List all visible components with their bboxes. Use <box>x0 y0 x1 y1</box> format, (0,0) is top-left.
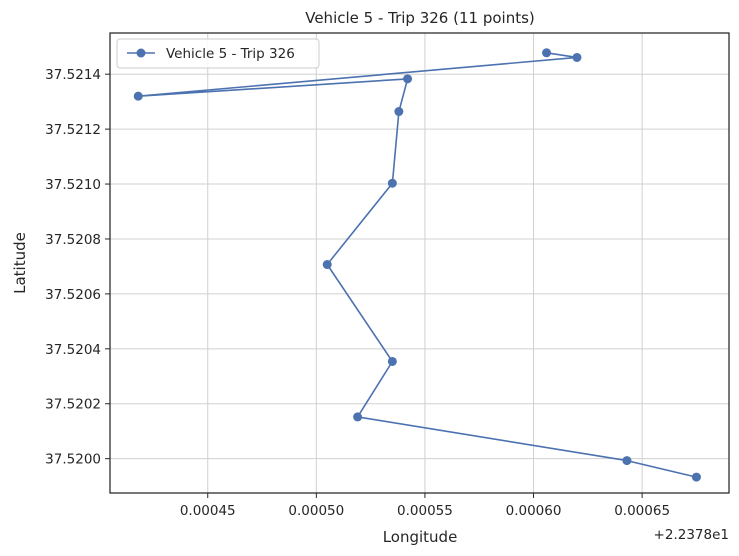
data-point <box>322 260 332 270</box>
x-tick-label: 0.00065 <box>614 503 670 519</box>
y-tick-label: 37.5202 <box>45 397 101 413</box>
y-tick-label: 37.5200 <box>45 452 101 468</box>
legend-label: Vehicle 5 - Trip 326 <box>166 46 295 62</box>
data-marks <box>133 48 701 482</box>
x-tick-label: 0.00050 <box>288 503 344 519</box>
chart-title: Vehicle 5 - Trip 326 (11 points) <box>305 9 535 27</box>
x-tick-label: 0.00045 <box>180 503 236 519</box>
data-point <box>403 74 413 84</box>
data-point <box>691 472 701 482</box>
grid-lines <box>110 33 729 493</box>
y-tick-label: 37.5214 <box>45 67 101 83</box>
data-point <box>387 178 397 188</box>
y-axis-ticks: 37.5200 37.5202 37.5204 37.5206 37.5208 37.52… <box>45 67 110 468</box>
x-axis-offset-label: +2.2378e1 <box>654 527 729 543</box>
legend: Vehicle 5 - Trip 326 <box>116 38 320 69</box>
y-tick-label: 37.5212 <box>45 122 101 138</box>
data-point <box>394 107 404 117</box>
x-tick-label: 0.00055 <box>397 503 453 519</box>
x-axis-label: Longitude <box>383 528 458 546</box>
y-tick-label: 37.5204 <box>45 342 101 358</box>
x-axis-ticks: 0.00045 0.00050 0.00055 0.00060 0.00065 <box>180 493 670 519</box>
x-tick-label: 0.00060 <box>506 503 562 519</box>
legend-marker-swatch <box>136 48 146 58</box>
series-line <box>137 52 697 478</box>
y-tick-label: 37.5210 <box>45 177 101 193</box>
legend-box <box>116 38 320 69</box>
data-point <box>572 52 582 62</box>
data-point <box>542 48 552 58</box>
data-point <box>133 91 143 101</box>
y-tick-label: 37.5206 <box>45 287 101 303</box>
y-axis-label: Latitude <box>11 232 29 294</box>
data-point <box>387 356 397 366</box>
y-tick-label: 37.5208 <box>45 232 101 248</box>
data-point <box>353 412 363 422</box>
plot-area-frame <box>109 32 730 494</box>
data-point <box>622 456 632 466</box>
